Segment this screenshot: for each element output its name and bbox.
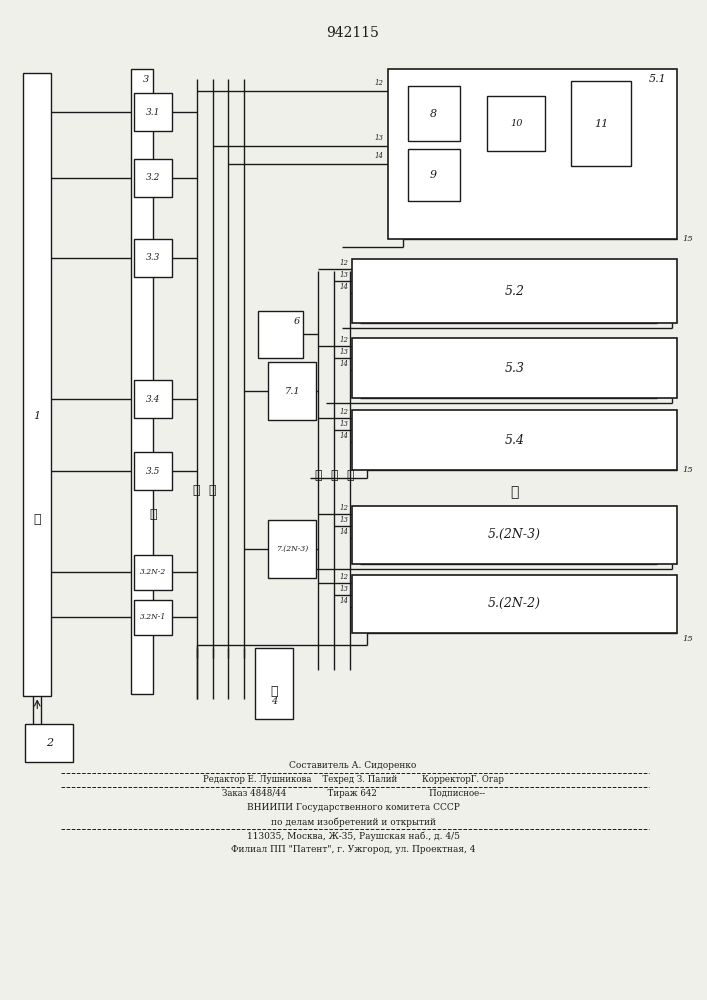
Bar: [269, 362, 316, 420]
Text: 14: 14: [375, 152, 384, 160]
Text: ⋮: ⋮: [193, 484, 200, 497]
Text: 7.(2N-3): 7.(2N-3): [276, 545, 308, 553]
Bar: [352, 338, 677, 398]
Text: 13: 13: [339, 516, 348, 524]
Text: 2: 2: [46, 738, 53, 748]
Bar: [134, 452, 172, 490]
Text: 12: 12: [375, 79, 384, 87]
Text: 10: 10: [510, 119, 522, 128]
Bar: [352, 259, 677, 323]
Bar: [352, 506, 677, 564]
Text: 5.(2N-2): 5.(2N-2): [488, 597, 541, 610]
Bar: [23, 73, 51, 696]
Text: 3.2: 3.2: [146, 173, 160, 182]
Text: ⋮: ⋮: [315, 469, 322, 482]
Text: Заказ 4848/44               Тираж 642                   Подписное--: Заказ 4848/44 Тираж 642 Подписное--: [221, 789, 484, 798]
Text: 13: 13: [339, 585, 348, 593]
Text: ⋮: ⋮: [271, 685, 278, 698]
Text: 8: 8: [430, 109, 437, 119]
Text: ВНИИПИ Государственного комитета СССР: ВНИИПИ Государственного комитета СССР: [247, 803, 460, 812]
Bar: [134, 555, 172, 590]
Bar: [134, 93, 172, 131]
Text: ⋮: ⋮: [33, 513, 41, 526]
Text: 5.1: 5.1: [649, 74, 667, 84]
Text: ⋮: ⋮: [330, 469, 338, 482]
Bar: [408, 149, 460, 201]
Text: 14: 14: [339, 597, 348, 605]
Text: Составитель А. Сидоренко: Составитель А. Сидоренко: [289, 761, 416, 770]
Text: 3.2N-1: 3.2N-1: [140, 613, 166, 621]
Text: 12: 12: [339, 504, 348, 512]
Bar: [134, 159, 172, 197]
Text: 3.4: 3.4: [146, 395, 160, 404]
Text: 12: 12: [339, 573, 348, 581]
Text: 5.(2N-3): 5.(2N-3): [488, 528, 541, 541]
Text: ⋮: ⋮: [209, 484, 216, 497]
Text: 14: 14: [339, 283, 348, 291]
Bar: [258, 311, 303, 358]
Text: 3.5: 3.5: [146, 467, 160, 476]
Bar: [134, 380, 172, 418]
Text: 5.2: 5.2: [504, 285, 525, 298]
Bar: [571, 81, 631, 166]
Bar: [408, 86, 460, 141]
Text: ⋮: ⋮: [149, 508, 156, 521]
Text: 14: 14: [339, 432, 348, 440]
Text: 3: 3: [143, 75, 148, 84]
Text: 13: 13: [339, 420, 348, 428]
Text: 12: 12: [339, 336, 348, 344]
Text: 9: 9: [430, 170, 437, 180]
Text: 7.1: 7.1: [284, 387, 300, 396]
Text: ⋮: ⋮: [346, 469, 354, 482]
Bar: [134, 239, 172, 277]
Text: 12: 12: [339, 259, 348, 267]
Text: 3.3: 3.3: [146, 253, 160, 262]
Bar: [25, 724, 73, 762]
Text: 1: 1: [34, 411, 41, 421]
Bar: [352, 575, 677, 633]
Text: по делам изобретений и открытий: по делам изобретений и открытий: [271, 817, 436, 827]
Bar: [388, 69, 677, 239]
Text: 13: 13: [339, 348, 348, 356]
Text: 113035, Москва, Ж-35, Раушская наб., д. 4/5: 113035, Москва, Ж-35, Раушская наб., д. …: [247, 831, 460, 841]
Text: 14: 14: [339, 360, 348, 368]
Text: 3.1: 3.1: [146, 108, 160, 117]
Text: 15: 15: [683, 235, 694, 243]
Bar: [131, 69, 153, 694]
Text: 14: 14: [339, 528, 348, 536]
Text: Редактор Е. Лушникова    Техред З. Палий         КорректорГ. Огар: Редактор Е. Лушникова Техред З. Палий Ко…: [203, 775, 503, 784]
Text: ⋮: ⋮: [510, 485, 518, 499]
Text: 5.4: 5.4: [504, 434, 525, 447]
Text: 3.2N-2: 3.2N-2: [140, 568, 166, 576]
Text: 13: 13: [339, 271, 348, 279]
Text: 15: 15: [683, 635, 694, 643]
Bar: [352, 410, 677, 470]
Text: 4: 4: [271, 697, 277, 706]
Text: 13: 13: [375, 134, 384, 142]
Text: Филиал ПП "Патент", г. Ужгород, ул. Проектная, 4: Филиал ПП "Патент", г. Ужгород, ул. Прое…: [230, 845, 475, 854]
Text: 6: 6: [294, 317, 300, 326]
Bar: [269, 520, 316, 578]
Text: 15: 15: [683, 466, 694, 474]
Text: 942115: 942115: [327, 26, 380, 40]
Bar: [134, 600, 172, 635]
Bar: [255, 648, 293, 719]
Text: 5.3: 5.3: [504, 362, 525, 375]
Text: 12: 12: [339, 408, 348, 416]
Bar: [487, 96, 545, 151]
Text: 11: 11: [594, 119, 608, 129]
